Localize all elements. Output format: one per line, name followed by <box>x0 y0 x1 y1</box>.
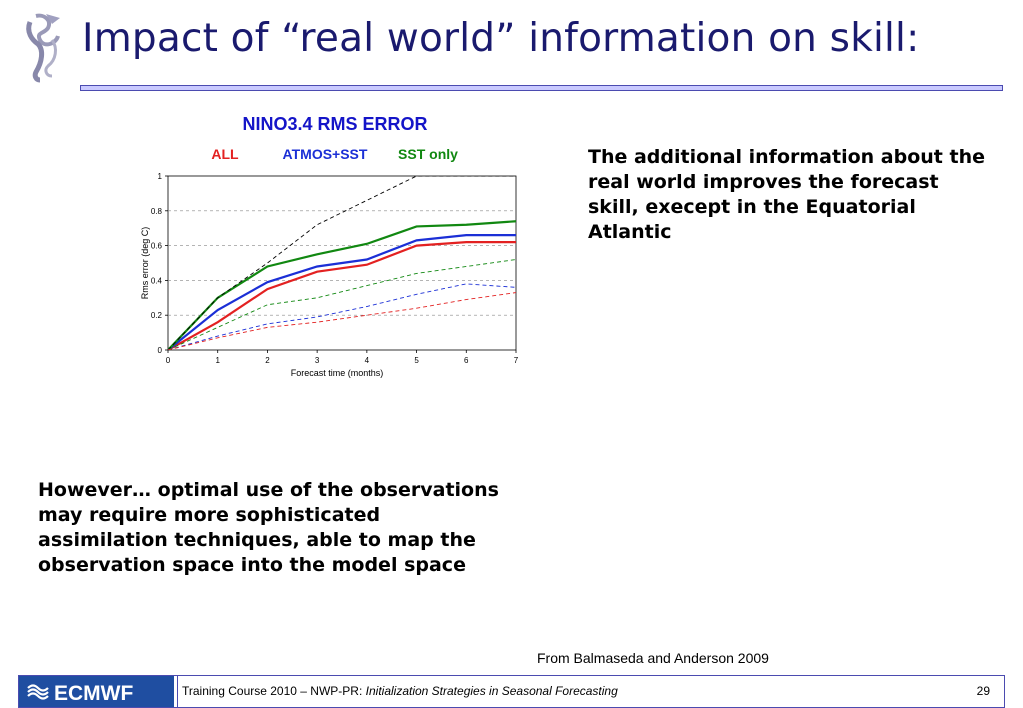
x-tick-label: 5 <box>414 356 419 365</box>
ecmwf-swirl-logo-icon <box>22 10 72 84</box>
x-tick-label: 2 <box>265 356 270 365</box>
series-line-dashed-5 <box>168 283 516 350</box>
footer-course-info: Training Course 2010 – NWP-PR: Initializ… <box>182 684 618 698</box>
footer-separator <box>177 676 178 707</box>
right-explanation-text: The additional information about the rea… <box>588 146 985 243</box>
source-citation: From Balmaseda and Anderson 2009 <box>537 650 769 666</box>
x-axis-label: Forecast time (months) <box>291 368 384 378</box>
series-line-atmos-sst <box>168 234 516 350</box>
series-group <box>168 176 516 350</box>
y-axis-label: Rms error (deg C) <box>140 227 150 300</box>
ecmwf-logo-icon: ECMWF <box>19 676 174 707</box>
page-number: 29 <box>976 684 990 698</box>
y-tick-label: 0.8 <box>151 207 163 216</box>
y-tick-label: 0.4 <box>151 276 163 285</box>
footer-bar: ECMWF Training Course 2010 – NWP-PR: Ini… <box>18 675 1005 708</box>
legend-label-2: SST only <box>398 146 458 162</box>
slide-title: Impact of “real world” information on sk… <box>82 16 920 61</box>
footer-course-prefix: Training Course 2010 – NWP-PR: <box>182 684 366 698</box>
series-line-sst-only <box>168 220 516 350</box>
title-divider <box>80 85 1003 91</box>
y-tick-label: 0 <box>158 346 163 355</box>
x-tick-label: 3 <box>315 356 320 365</box>
legend-label-1: ATMOS+SST <box>283 146 368 162</box>
footer-course-title: Initialization Strategies in Seasonal Fo… <box>365 684 618 698</box>
series-line-all <box>168 241 516 350</box>
x-tick-label: 0 <box>166 356 171 365</box>
chart-title: NINO3.4 RMS ERROR <box>242 114 427 134</box>
rms-error-chart: NINO3.4 RMS ERROR ALL ATMOS+SST SST only 0… <box>130 108 540 378</box>
x-tick-label: 7 <box>514 356 519 365</box>
y-tick-label: 0.6 <box>151 242 163 251</box>
series-line-dashed-6 <box>168 292 516 350</box>
x-tick-label: 1 <box>215 356 220 365</box>
x-tick-label: 6 <box>464 356 469 365</box>
x-tick-label: 4 <box>365 356 370 365</box>
chart-svg: NINO3.4 RMS ERROR ALL ATMOS+SST SST only 0… <box>140 114 519 378</box>
series-line-dashed-4 <box>168 259 516 350</box>
legend-label-0: ALL <box>211 146 239 162</box>
left-explanation-text: However… optimal use of the observations… <box>38 479 499 576</box>
footer-logo-text: ECMWF <box>54 682 133 705</box>
y-tick-label: 1 <box>158 172 163 181</box>
chart-legend: ALL ATMOS+SST SST only <box>211 146 458 162</box>
y-tick-label: 0.2 <box>151 311 163 320</box>
